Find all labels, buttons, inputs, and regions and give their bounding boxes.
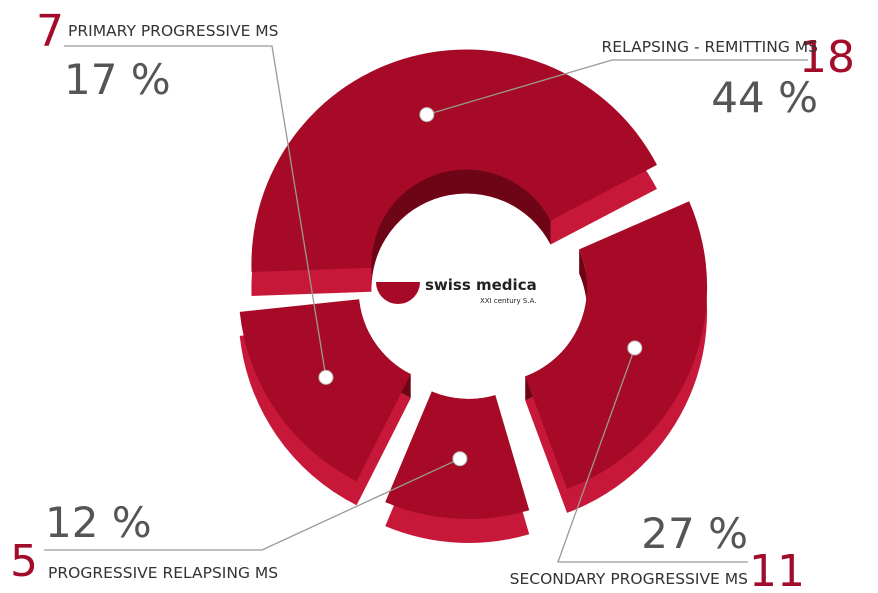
- category-label: RELAPSING - REMITTING MS: [602, 38, 818, 56]
- percent-label: 17 %: [64, 55, 171, 104]
- slice-top: [525, 201, 708, 489]
- percent-label: 27 %: [641, 509, 748, 558]
- leader-line: [64, 45, 327, 378]
- slice-inner-wall: [371, 169, 551, 292]
- leader-line: [44, 458, 461, 551]
- leader-line: [557, 347, 748, 563]
- leader-lines-group: [44, 45, 808, 563]
- slice-top: [239, 299, 411, 482]
- slice-3: [239, 299, 411, 506]
- leader-line: [426, 59, 808, 116]
- count-label: 5: [10, 536, 38, 587]
- percent-label: 44 %: [711, 73, 818, 122]
- slice-top: [251, 49, 657, 272]
- slice-0: [251, 49, 657, 296]
- slice-1: [525, 201, 708, 513]
- category-label: SECONDARY PROGRESSIVE MS: [510, 570, 748, 588]
- brand-logo: swiss medica XXI century S.A.: [376, 276, 537, 305]
- count-label: 11: [749, 546, 805, 593]
- leader-dot: [318, 369, 334, 385]
- leader-dot: [419, 107, 435, 123]
- slice-2: [385, 391, 530, 543]
- count-label: 18: [799, 32, 855, 83]
- category-label: PRIMARY PROGRESSIVE MS: [68, 22, 279, 40]
- category-label: PROGRESSIVE RELAPSING MS: [48, 564, 278, 582]
- leader-dot: [627, 340, 643, 356]
- slices-group: [239, 49, 708, 543]
- brand-name: swiss medica: [425, 276, 537, 294]
- leader-dot: [452, 451, 468, 467]
- count-label: 7: [36, 6, 64, 57]
- brand-subtitle: XXI century S.A.: [480, 297, 536, 305]
- brand-mark-icon: [376, 282, 420, 304]
- percent-label: 12 %: [45, 498, 152, 547]
